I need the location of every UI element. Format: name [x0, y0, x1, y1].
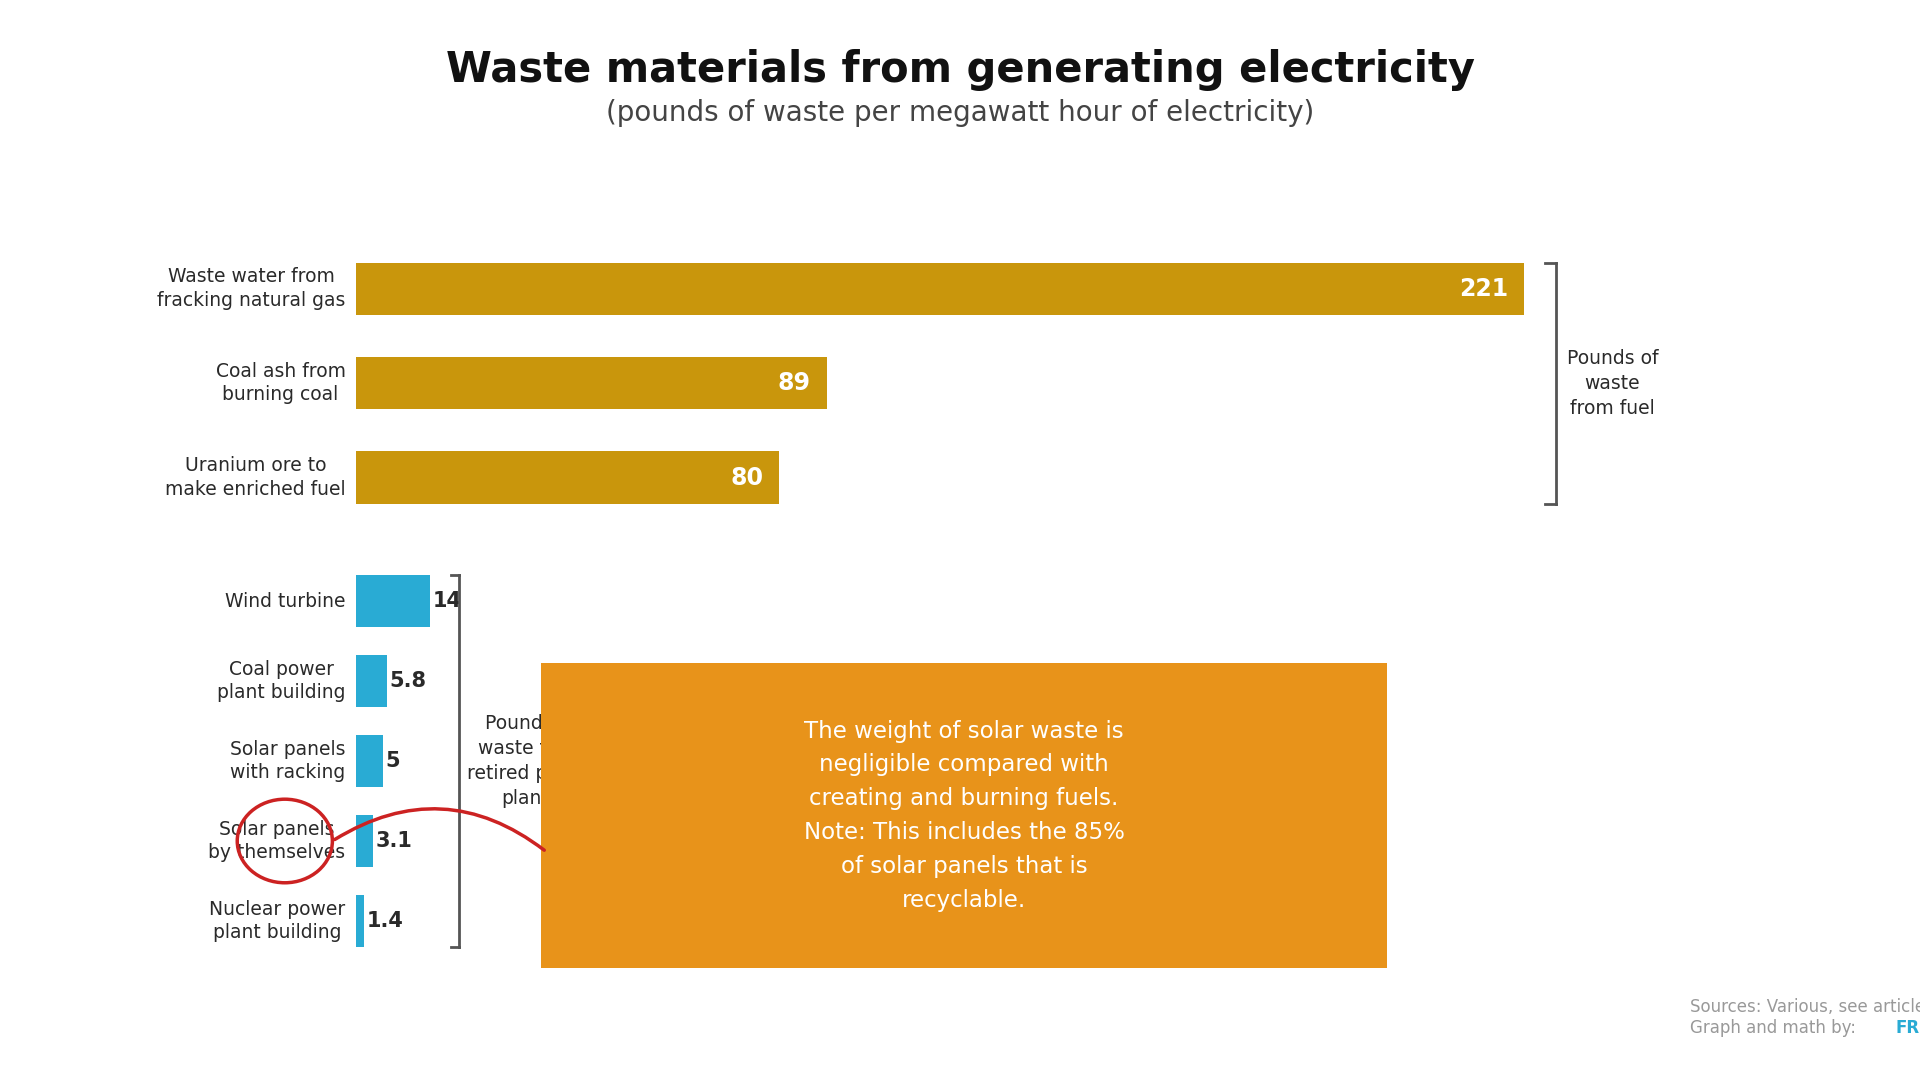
Text: 80: 80	[730, 465, 762, 489]
Text: Nuclear power
plant building: Nuclear power plant building	[209, 900, 346, 942]
Text: Waste materials from generating electricity: Waste materials from generating electric…	[445, 50, 1475, 91]
Text: Pounds of
waste from
retired power
plants: Pounds of waste from retired power plant…	[467, 714, 593, 808]
Bar	[357, 451, 780, 503]
Text: Pounds of
waste
from fuel: Pounds of waste from fuel	[1567, 349, 1659, 418]
Bar	[357, 357, 828, 409]
Bar	[357, 894, 363, 947]
Bar	[357, 814, 372, 867]
Text: 89: 89	[778, 372, 810, 395]
Text: 3.1: 3.1	[374, 831, 413, 851]
Text: 1.4: 1.4	[367, 910, 403, 931]
Text: Sources: Various, see article: Sources: Various, see article	[1690, 998, 1920, 1015]
Text: Graph and math by:: Graph and math by:	[1690, 1020, 1860, 1037]
Bar	[357, 262, 1524, 315]
Text: Coal ash from
burning coal: Coal ash from burning coal	[215, 362, 346, 404]
Text: 5: 5	[386, 751, 399, 771]
Text: 221: 221	[1459, 276, 1509, 300]
Text: (pounds of waste per megawatt hour of electricity): (pounds of waste per megawatt hour of el…	[607, 99, 1313, 127]
Text: Solar panels
with racking: Solar panels with racking	[230, 740, 346, 782]
Text: Waste water from
fracking natural gas: Waste water from fracking natural gas	[157, 268, 346, 310]
Text: 14: 14	[432, 591, 463, 611]
Text: Uranium ore to
make enriched fuel: Uranium ore to make enriched fuel	[165, 457, 346, 499]
Text: Coal power
plant building: Coal power plant building	[217, 660, 346, 702]
Bar	[357, 654, 386, 707]
Bar	[357, 734, 382, 787]
Text: Solar panels
by themselves: Solar panels by themselves	[209, 820, 346, 862]
FancyBboxPatch shape	[541, 663, 1386, 968]
Text: 5.8: 5.8	[390, 671, 426, 691]
Text: Wind turbine: Wind turbine	[225, 592, 346, 610]
Text: The weight of solar waste is
negligible compared with
creating and burning fuels: The weight of solar waste is negligible …	[804, 719, 1125, 912]
Text: FREEING: FREEING	[1895, 1020, 1920, 1037]
Bar	[357, 575, 430, 627]
